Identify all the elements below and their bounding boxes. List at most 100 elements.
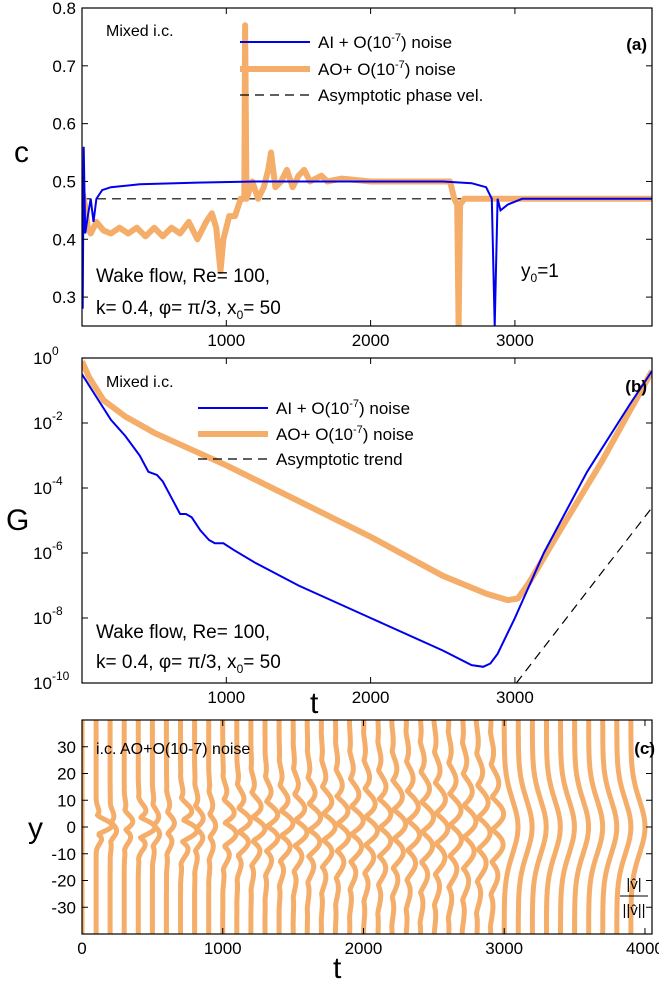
ic-annotation: Mixed i.c. [106, 23, 174, 40]
x-tick-label: 1000 [207, 688, 245, 707]
y0-annotation: y0=1 [521, 261, 559, 285]
y-tick-label: 30 [57, 738, 76, 757]
params-line2-text: k= 0.4, φ= π/3, x [96, 652, 237, 673]
ic-annotation: i.c. AO+O(10-7) noise [96, 741, 250, 758]
y-axis-label: c [14, 136, 29, 169]
y-tick-base: 10 [33, 674, 52, 693]
y-tick-exponent: -8 [52, 604, 63, 618]
y-tick-label: 0.6 [52, 115, 76, 134]
profile-line [403, 720, 422, 934]
profile-line [431, 720, 451, 934]
params-line1: Wake flow, Re= 100, [96, 622, 270, 643]
panel-b-frame [81, 357, 653, 684]
legend-name: AO+ O(10 [318, 60, 395, 79]
profile-line [304, 720, 324, 934]
y-tick-base: 10 [33, 349, 52, 368]
profile-line [473, 720, 493, 934]
series-line-ai [82, 370, 652, 668]
x-tick-label: 3000 [496, 688, 534, 707]
legend-exp: -7 [391, 32, 401, 44]
x-tick-label: 3000 [485, 939, 523, 958]
legend-tail: ) noise [363, 425, 414, 444]
profile-line [107, 720, 120, 934]
y-tick-label: 10 [33, 349, 52, 368]
x0-subscript: 0 [237, 662, 244, 676]
y-tick-label: 10 [33, 479, 52, 498]
y-tick-exponent: -10 [52, 669, 70, 683]
profile-line [586, 720, 606, 934]
series-line-asym [515, 507, 652, 683]
y0-text: y [521, 261, 531, 282]
x-tick-label: 1000 [207, 331, 245, 350]
y-tick-label: 10 [33, 544, 52, 563]
profile-line [347, 720, 366, 934]
y-axis-label: G [6, 504, 29, 537]
profile-line [529, 720, 549, 934]
profile-line [628, 720, 648, 934]
y-tick-base: 10 [33, 609, 52, 628]
params-line2-text: k= 0.4, φ= π/3, x [96, 298, 237, 319]
y-tick-label: 0.8 [52, 0, 76, 18]
legend-tail: ) noise [401, 33, 452, 52]
params-line2: k= 0.4, φ= π/3, x0= 50 [96, 652, 281, 676]
norm-numerator: |v̂| [626, 876, 641, 893]
profile-line [290, 720, 310, 934]
panel-a: 1000 2000 3000 0.3 0.4 0.5 0.6 0.7 0.8 c (a) Mixed … [14, 0, 653, 350]
legend-tail: ) noise [359, 399, 410, 418]
y-tick-base: 10 [33, 414, 52, 433]
profile-line [318, 720, 338, 934]
panel-label: (c) [634, 739, 655, 758]
y-tick-base: 10 [33, 479, 52, 498]
y-tick-label: 0.7 [52, 57, 76, 76]
profile-line [332, 720, 352, 934]
x-tick-label: 2000 [345, 939, 383, 958]
legend-name: AI + O(10 [276, 399, 349, 418]
y-tick-exponent: -4 [52, 474, 63, 488]
y-tick-label: 0 [67, 818, 76, 837]
profile-line [192, 720, 206, 934]
legend-entry: Asymptotic trend [276, 450, 403, 469]
panel-a-frame [81, 7, 653, 327]
x-tick-label: 1000 [204, 939, 242, 958]
profile-line [572, 720, 591, 934]
y-tick-exponent: -2 [52, 409, 63, 423]
profile-line [276, 720, 296, 934]
profile-line [361, 720, 380, 934]
y-tick-label: 10 [33, 609, 52, 628]
x0-subscript: 0 [237, 308, 244, 322]
panel-label: (a) [626, 35, 647, 54]
profile-line [262, 720, 281, 934]
y0-subscript: 0 [531, 271, 538, 285]
params-line2: k= 0.4, φ= π/3, x0= 50 [96, 298, 281, 322]
y-tick-label: 0.3 [52, 288, 76, 307]
x-axis-label: t [333, 952, 342, 982]
legend-exp: -7 [349, 398, 359, 410]
profile-line [501, 720, 521, 934]
x-tick-label: 2000 [352, 331, 390, 350]
params-line2-end: = 50 [243, 298, 281, 319]
legend-name: Asymptotic trend [276, 450, 403, 469]
y-tick-label: -20 [51, 872, 76, 891]
legend-entry: AI + O(10-7) noise [318, 32, 452, 52]
legend-entry: Asymptotic phase vel. [318, 86, 483, 105]
ic-annotation: Mixed i.c. [106, 374, 174, 391]
y0-end: =1 [537, 261, 559, 282]
profile-line [149, 720, 163, 934]
series-line-ao [82, 360, 652, 604]
x-tick-label: 3000 [496, 331, 534, 350]
legend-name: Asymptotic phase vel. [318, 86, 483, 105]
y-tick-exponent: 0 [52, 344, 59, 358]
x-tick-label: 2000 [352, 688, 390, 707]
legend-tail: ) noise [405, 60, 456, 79]
y-tick-label: 0.5 [52, 172, 76, 191]
profile-line [543, 720, 563, 934]
profile-line [487, 720, 507, 934]
params-line2-end: = 50 [243, 652, 281, 673]
profile-line [163, 720, 177, 934]
y-tick-label: 10 [33, 414, 52, 433]
legend-entry: AO+ O(10-7) noise [318, 59, 456, 79]
profile-line [515, 720, 535, 934]
y-tick-label: 20 [57, 765, 76, 784]
